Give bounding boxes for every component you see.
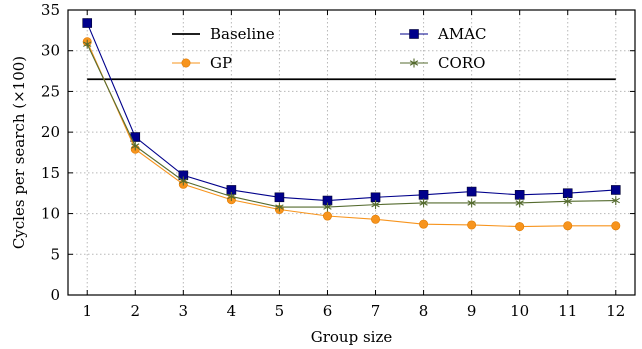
data-point-gp bbox=[563, 221, 573, 231]
legend-label-gp: GP bbox=[210, 54, 232, 72]
y-tick-label: 20 bbox=[41, 123, 60, 141]
series-line-gp bbox=[86, 41, 616, 228]
legend-item-amac: AMAC bbox=[400, 25, 487, 43]
data-point-amac bbox=[418, 190, 429, 200]
x-axis-label: Group size bbox=[311, 328, 393, 346]
data-point-amac bbox=[466, 186, 477, 197]
data-point-gp bbox=[467, 220, 477, 230]
legend-label-coro: CORO bbox=[438, 54, 485, 72]
data-point-coro bbox=[467, 198, 476, 208]
y-tick-label: 30 bbox=[41, 42, 60, 60]
data-point-amac bbox=[610, 185, 621, 195]
x-tick-label: 6 bbox=[323, 302, 333, 320]
series-lines bbox=[82, 18, 621, 232]
x-tick-label: 12 bbox=[606, 302, 625, 320]
series-coro bbox=[83, 39, 620, 212]
legend-marker-gp bbox=[181, 58, 191, 68]
legend-marker-amac bbox=[409, 29, 419, 39]
data-point-coro bbox=[83, 39, 92, 49]
data-point-amac bbox=[274, 192, 285, 203]
x-tick-label: 8 bbox=[419, 302, 429, 320]
data-point-amac bbox=[562, 188, 573, 199]
y-axis-label: Cycles per search (×100) bbox=[10, 56, 28, 249]
data-point-gp bbox=[322, 211, 332, 221]
plot-frame bbox=[67, 9, 636, 296]
data-point-coro bbox=[275, 202, 284, 212]
data-point-gp bbox=[419, 219, 429, 229]
x-tick-label: 4 bbox=[227, 302, 237, 320]
data-point-coro bbox=[563, 196, 572, 206]
data-point-coro bbox=[227, 191, 236, 201]
y-tick-label: 5 bbox=[50, 245, 60, 263]
y-tick-label: 15 bbox=[41, 164, 60, 182]
grid bbox=[68, 10, 635, 295]
legend-item-coro: CORO bbox=[400, 54, 485, 72]
legend-item-gp: GP bbox=[172, 54, 232, 72]
data-point-coro bbox=[323, 202, 332, 212]
data-point-coro bbox=[419, 198, 428, 208]
series-line-coro bbox=[86, 43, 616, 208]
data-point-amac bbox=[514, 190, 525, 200]
y-tick-label: 10 bbox=[41, 205, 60, 223]
x-tick-label: 11 bbox=[558, 302, 577, 320]
y-tick-label: 0 bbox=[50, 286, 60, 304]
data-point-amac bbox=[82, 18, 93, 28]
y-tick-label: 25 bbox=[41, 82, 60, 100]
series-line-amac bbox=[86, 22, 616, 202]
data-point-gp bbox=[515, 222, 525, 232]
legend-label-amac: AMAC bbox=[437, 25, 487, 43]
x-tick-label: 7 bbox=[371, 302, 381, 320]
data-point-coro bbox=[179, 176, 188, 186]
data-point-coro bbox=[371, 200, 380, 210]
x-tick-label: 3 bbox=[179, 302, 189, 320]
x-tick-label: 1 bbox=[82, 302, 92, 320]
y-tick-label: 35 bbox=[41, 1, 60, 19]
legend-label-baseline: Baseline bbox=[210, 25, 275, 43]
data-point-coro bbox=[611, 196, 620, 206]
x-tick-label: 9 bbox=[467, 302, 477, 320]
legend-item-baseline: Baseline bbox=[172, 25, 275, 43]
data-point-coro bbox=[131, 141, 140, 151]
legend: Baseline AMAC GP CORO bbox=[172, 25, 487, 72]
x-tick-label: 5 bbox=[275, 302, 285, 320]
data-point-gp bbox=[371, 214, 381, 224]
series-amac bbox=[82, 18, 621, 206]
x-tick-label: 10 bbox=[510, 302, 529, 320]
data-point-gp bbox=[611, 221, 621, 231]
data-point-coro bbox=[515, 198, 524, 208]
x-tick-label: 2 bbox=[130, 302, 140, 320]
legend-marker-coro bbox=[409, 58, 419, 68]
